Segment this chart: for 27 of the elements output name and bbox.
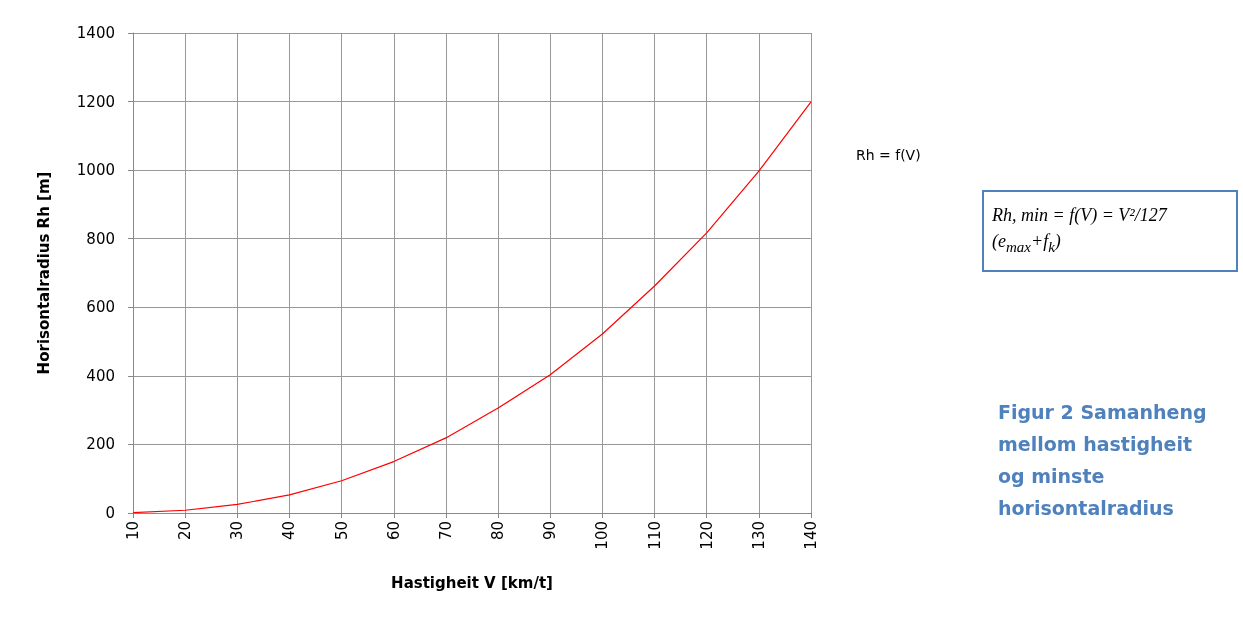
text: Rh = f(V) [856,147,921,163]
y-tick-label: 400 [86,366,115,385]
y-tick-label: 600 [86,298,115,317]
y-axis-title: Horisontalradius Rh [m] [34,171,53,375]
x-tick-label: 120 [697,521,716,550]
text: Rh, min = f(V) = V²/127 (e$_{max}$+f$_{k}$) [982,190,1238,272]
x-tick-label: 100 [593,521,612,550]
x-tick-label: 40 [280,521,299,541]
x-tick-label: 10 [124,521,142,541]
x-tick-label: 70 [436,521,455,541]
x-tick-label: 110 [645,521,664,550]
y-tick-label: 1000 [76,161,115,180]
x-tick-label: 80 [489,521,508,541]
x-tick-label: 90 [541,521,560,541]
x-tick-label: 30 [228,521,247,541]
y-tick-label: 1400 [76,24,115,42]
x-tick-label: 140 [802,521,820,550]
x-tick-label: 60 [384,521,403,541]
x-tick-label: 130 [749,521,768,550]
y-tick-label: 1200 [76,92,115,111]
x-axis-title: Hastigheit V [km/t] [391,573,553,592]
text: Figur 2 Samanheng mellom hastigheit og minste horisontalradius [998,400,1208,521]
y-tick-label: 800 [86,229,115,248]
y-tick-label: 0 [105,504,115,522]
y-tick-label: 200 [86,435,115,454]
x-tick-label: 20 [176,521,195,541]
x-tick-label: 50 [332,521,351,541]
